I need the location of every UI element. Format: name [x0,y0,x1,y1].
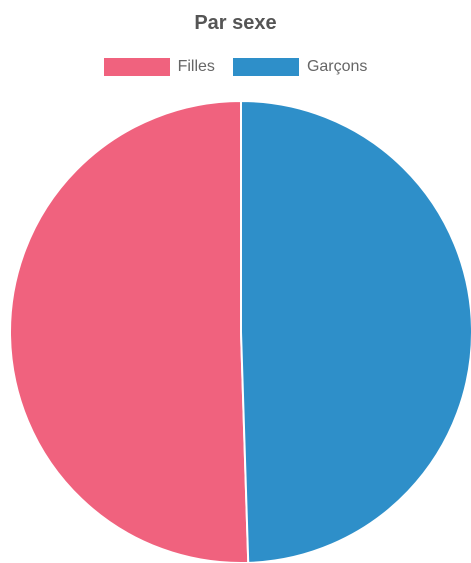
legend-swatch-filles [103,58,170,76]
chart-title: Par sexe [194,12,277,34]
legend-label-filles: Filles [177,58,215,75]
legend-label-garcons: Garçons [306,58,368,75]
legend-swatch-garcons [232,58,299,76]
pie-slice-garcons[interactable] [240,99,471,563]
legend-item-filles[interactable]: Filles [103,58,215,76]
chart-legend: Filles Garçons [0,58,471,76]
pie-slice-filles[interactable] [9,99,250,563]
legend-item-garcons[interactable]: Garçons [232,58,368,76]
